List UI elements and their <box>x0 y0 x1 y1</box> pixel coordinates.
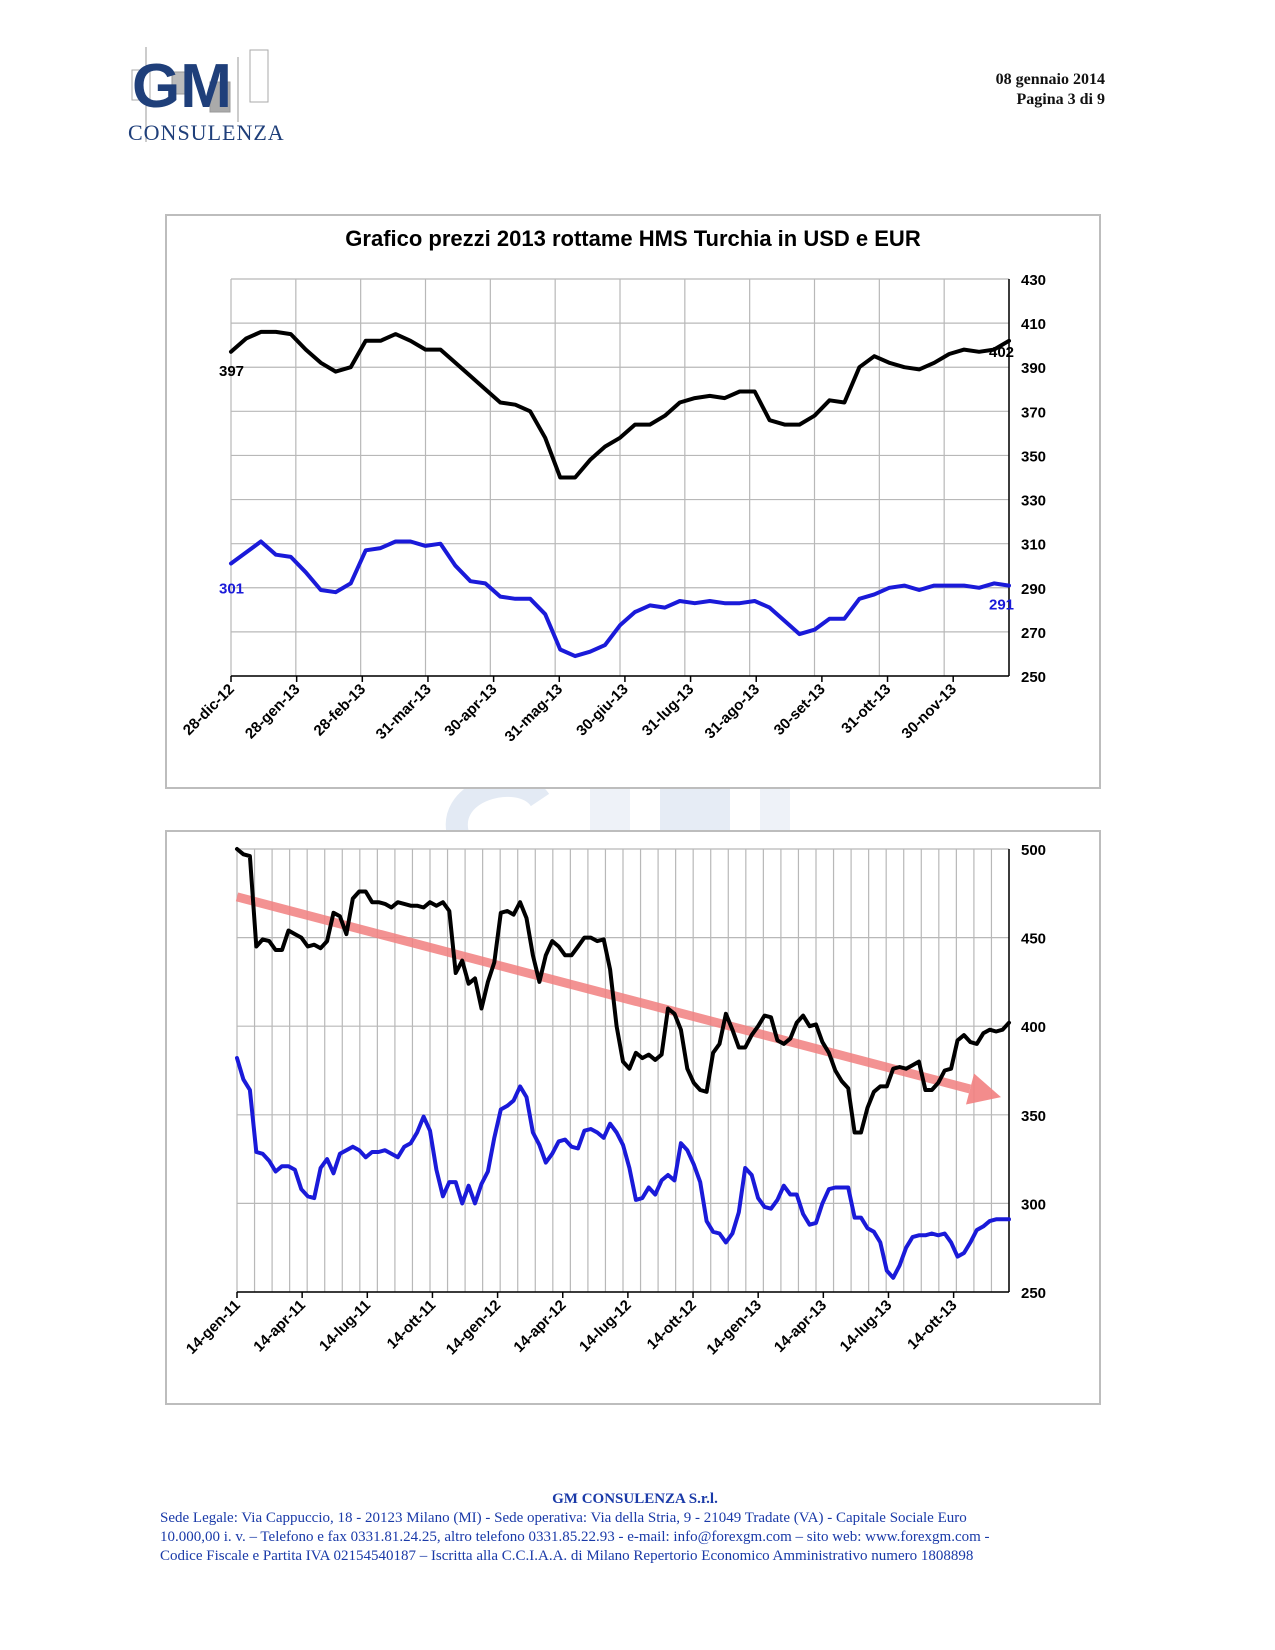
series-line-usd <box>229 329 1011 480</box>
end-value-label: 291 <box>989 597 1014 614</box>
x-tick-label: 14-ott-12 <box>644 1297 700 1353</box>
gm-consulenza-logo: GM <box>131 47 269 142</box>
y-tick-label: 370 <box>1021 404 1046 421</box>
x-tick-label: 30-giu-13 <box>573 681 632 740</box>
x-tick-label: 28-feb-13 <box>311 681 370 740</box>
x-tick-label: 31-mag-13 <box>502 681 566 745</box>
usd-eur-2013-chart: Grafico prezzi 2013 rottame HMS Turchia … <box>165 214 1101 789</box>
x-tick-label: 30-apr-13 <box>441 681 500 740</box>
x-tick-label: 30-set-13 <box>771 681 829 739</box>
x-tick-label: 14-lug-11 <box>316 1297 374 1355</box>
trend-line <box>235 892 972 1094</box>
x-tick-label: 28-dic-12 <box>180 681 238 739</box>
y-tick-label: 300 <box>1021 1196 1046 1213</box>
y-tick-label: 450 <box>1021 931 1046 948</box>
y-tick-label: 250 <box>1021 1285 1046 1302</box>
x-tick-label: 14-gen-12 <box>443 1297 505 1359</box>
y-tick-label: 430 <box>1021 272 1046 289</box>
chart-2013-svg: Grafico prezzi 2013 rottame HMS Turchia … <box>180 226 1046 745</box>
y-tick-label: 500 <box>1021 842 1046 859</box>
footer-company: GM CONSULENZA S.r.l. <box>552 1491 718 1507</box>
x-tick-label: 31-ott-13 <box>838 681 894 737</box>
x-tick-label: 14-apr-12 <box>510 1297 569 1356</box>
x-tick-label: 14-apr-11 <box>250 1297 309 1356</box>
page-header-info: 08 gennaio 2014 Pagina 3 di 9 <box>996 70 1105 110</box>
logo-letters: GM <box>132 52 232 121</box>
y-axis-ticks: 250 270 290 310 330 350 370 390 410 430 <box>1021 272 1046 686</box>
footer-line-1: Sede Legale: Via Cappuccio, 18 - 20123 M… <box>160 1510 967 1526</box>
page-number: Pagina 3 di 9 <box>1016 91 1105 108</box>
document-date: 08 gennaio 2014 <box>995 71 1105 88</box>
y-tick-label: 350 <box>1021 448 1046 465</box>
x-tick-label: 31-lug-13 <box>639 681 698 740</box>
y-axis-ticks: 250 300 350 400 450 500 <box>1021 842 1046 1302</box>
trend-arrowhead <box>965 1073 1001 1105</box>
start-value-label: 397 <box>219 363 244 380</box>
x-tick-label: 31-mar-13 <box>373 681 435 743</box>
end-value-label: 402 <box>989 344 1014 361</box>
chart-grid <box>230 278 1010 677</box>
x-axis-ticks: 14-gen-11 14-apr-11 14-lug-11 14-ott-11 14-g… <box>183 1292 960 1359</box>
x-tick-label: 14-lug-12 <box>576 1297 635 1356</box>
x-axis-ticks: 28-dic-12 28-gen-13 28-feb-13 31-mar-13 30-a… <box>180 676 960 745</box>
usd-eur-2011-2013-chart: 250 300 350 400 450 500 14-gen-11 14-apr-11 14-… <box>165 830 1101 1405</box>
chart-series <box>229 329 1011 659</box>
chart-grid <box>236 848 1010 1293</box>
series-line-eur <box>229 539 1011 659</box>
data-labels: 397 402 301 291 <box>219 344 1014 614</box>
y-tick-label: 410 <box>1021 316 1046 333</box>
footer-line-2: 10.000,00 i. v. – Telefono e fax 0331.81… <box>160 1529 990 1545</box>
x-tick-label: 14-ott-13 <box>904 1297 960 1353</box>
x-tick-label: 14-ott-11 <box>384 1297 440 1353</box>
footer-line-3: Codice Fiscale e Partita IVA 02154540187… <box>160 1548 974 1564</box>
x-tick-label: 31-ago-13 <box>702 681 764 743</box>
y-tick-label: 250 <box>1021 669 1046 686</box>
x-tick-label: 14-apr-13 <box>771 1297 830 1356</box>
chart-title: Grafico prezzi 2013 rottame HMS Turchia … <box>345 226 921 251</box>
y-tick-label: 290 <box>1021 581 1046 598</box>
x-tick-label: 14-lug-13 <box>837 1297 896 1356</box>
series-line-usd <box>235 847 1011 1135</box>
series-line-eur <box>235 1056 1011 1280</box>
x-tick-label: 30-nov-13 <box>898 681 960 743</box>
trend-arrow <box>235 892 1001 1105</box>
logo-wordmark: CONSULENZA <box>128 120 285 145</box>
chart-series <box>235 847 1011 1280</box>
x-tick-label: 28-gen-13 <box>242 681 304 743</box>
y-tick-label: 350 <box>1021 1108 1046 1125</box>
y-tick-label: 310 <box>1021 537 1046 554</box>
x-tick-label: 14-gen-13 <box>703 1297 765 1359</box>
y-tick-label: 270 <box>1021 625 1046 642</box>
x-tick-label: 14-gen-11 <box>183 1297 244 1358</box>
page-footer: GM CONSULENZA S.r.l. Sede Legale: Via Ca… <box>160 1490 1110 1566</box>
start-value-label: 301 <box>219 581 244 598</box>
y-tick-label: 390 <box>1021 360 1046 377</box>
y-tick-label: 400 <box>1021 1019 1046 1036</box>
y-tick-label: 330 <box>1021 493 1046 510</box>
